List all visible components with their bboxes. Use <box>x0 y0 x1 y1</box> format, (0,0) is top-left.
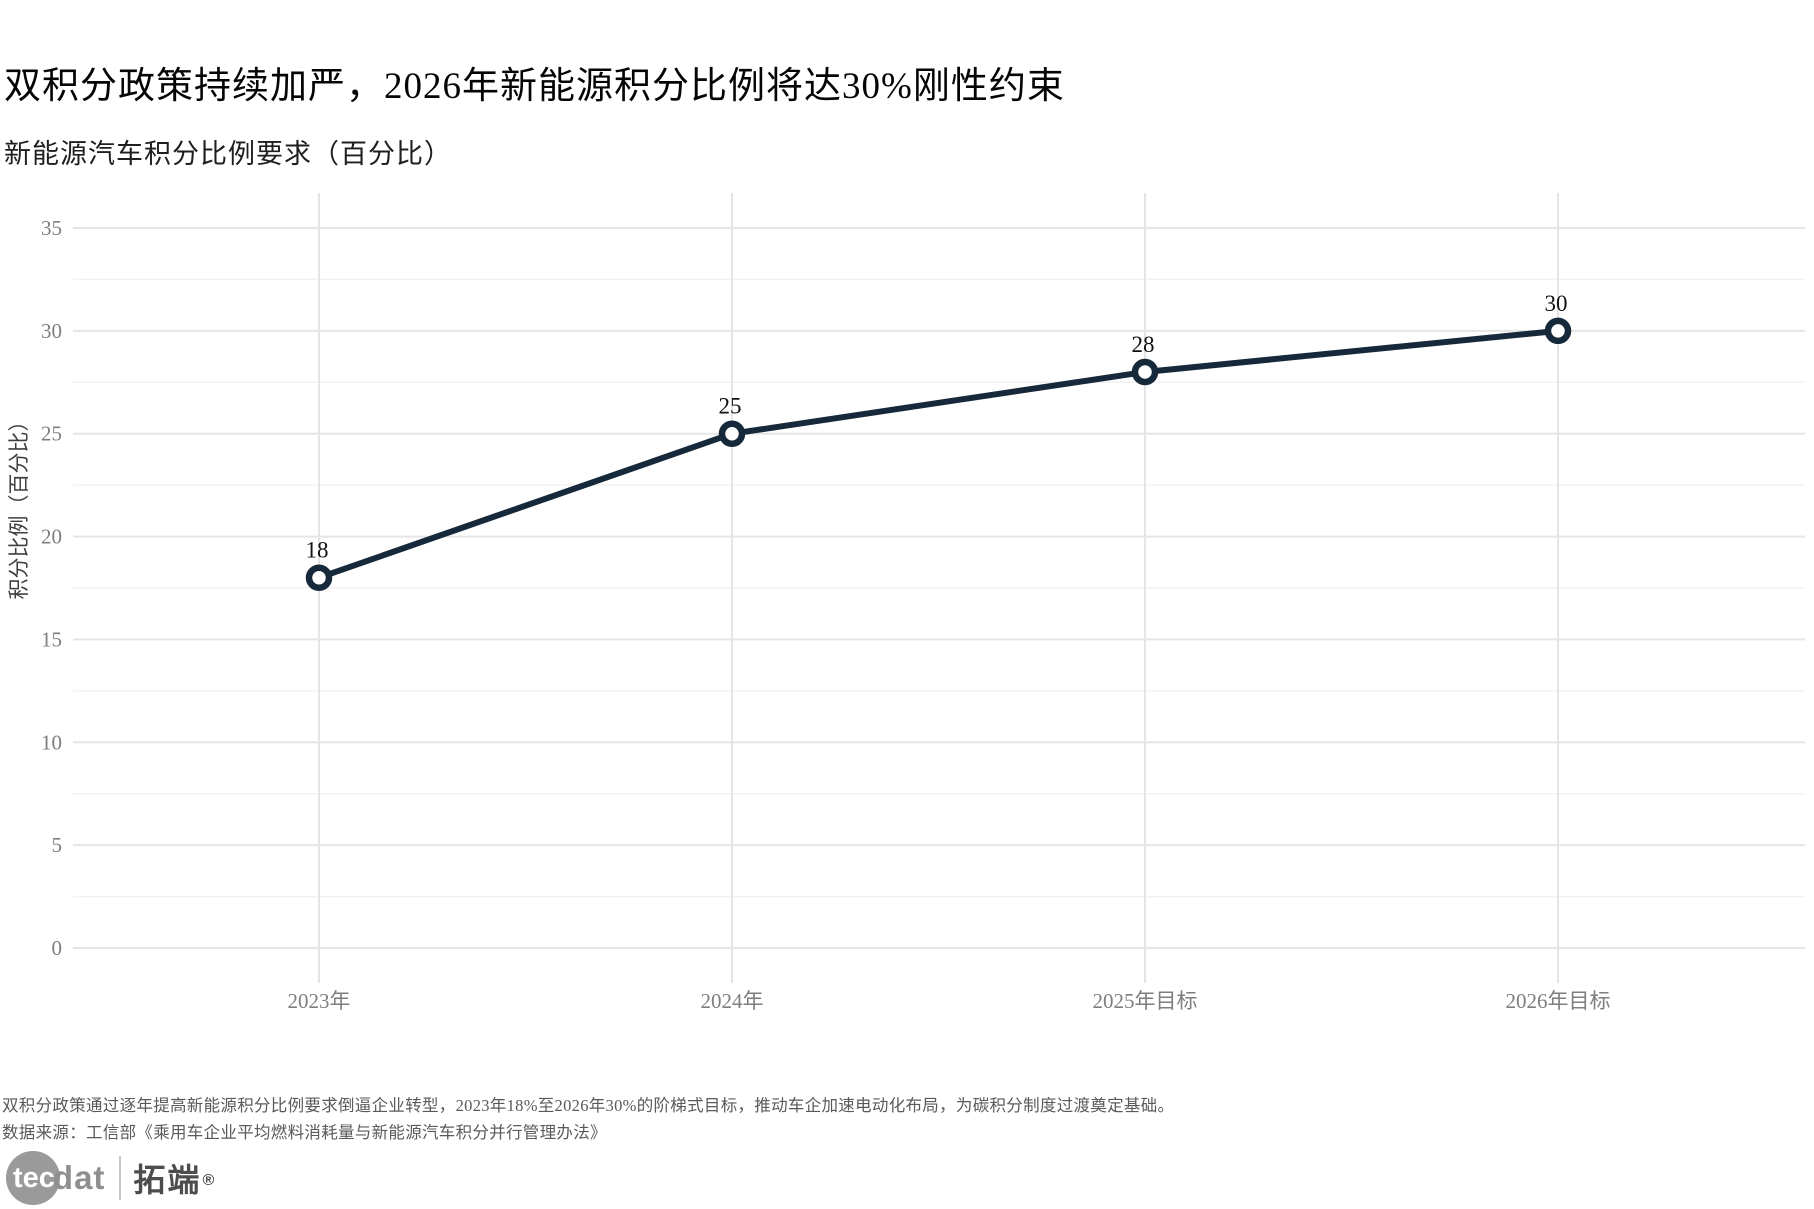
logo-registered-mark: ® <box>202 1171 215 1189</box>
tecdat-logo-mark: tec dat <box>6 1150 105 1206</box>
line-chart-canvas: 0 5 10 15 20 25 30 35 2023年 2024年 2025年目标 2026年目标 积分… <box>7 193 1805 1013</box>
y-axis-title: 积分比例（百分比） <box>7 411 31 600</box>
data-line <box>316 327 1561 581</box>
data-point-label: 28 <box>1132 332 1155 357</box>
y-tick-label: 20 <box>41 525 62 549</box>
data-point <box>718 420 746 447</box>
y-tick-label: 5 <box>52 833 63 857</box>
y-tick-label: 25 <box>41 422 62 446</box>
logo-text-tec: tec <box>13 1161 55 1194</box>
data-point <box>305 564 333 591</box>
x-tick-label: 2024年 <box>701 989 764 1013</box>
chart-subtitle: 新能源汽车积分比例要求（百分比） <box>4 139 452 170</box>
chart-footer: 双积分政策通过逐年提高新能源积分比例要求倒逼企业转型，2023年18%至2026… <box>2 1092 1402 1146</box>
y-tick-label: 15 <box>41 627 62 651</box>
y-tick-label: 0 <box>52 936 63 960</box>
data-point-label: 25 <box>719 394 742 419</box>
page-title: 双积分政策持续加严，2026年新能源积分比例将达30%刚性约束 <box>4 65 1065 107</box>
y-tick-label: 10 <box>41 730 62 754</box>
x-tick-label: 2025年目标 <box>1093 989 1198 1013</box>
y-tick-label: 30 <box>41 319 62 343</box>
logo-divider <box>119 1156 122 1200</box>
x-tick-label: 2026年目标 <box>1506 989 1611 1013</box>
logo-text-dat: dat <box>52 1159 106 1196</box>
footer-note: 双积分政策通过逐年提高新能源积分比例要求倒逼企业转型，2023年18%至2026… <box>2 1096 1175 1115</box>
x-tick-label: 2023年 <box>288 989 351 1013</box>
line-chart: 0 5 10 15 20 25 30 35 2023年 2024年 2025年目标 2026年目标 积分… <box>0 165 1814 1045</box>
data-point-label: 30 <box>1545 291 1568 316</box>
data-point <box>1544 317 1572 345</box>
logo-brand-text: 拓端 <box>133 1162 202 1198</box>
data-point-label: 18 <box>306 538 329 563</box>
logo-brand: 拓端® <box>133 1155 214 1201</box>
logo-circle-icon <box>6 1151 60 1205</box>
footer-source: 数据来源：工信部《乘用车企业平均燃料消耗量与新能源汽车积分并行管理办法》 <box>2 1123 607 1143</box>
tecdat-logo: tec dat 拓端® <box>6 1150 214 1206</box>
data-point <box>1131 358 1159 386</box>
y-tick-label: 35 <box>41 216 62 240</box>
